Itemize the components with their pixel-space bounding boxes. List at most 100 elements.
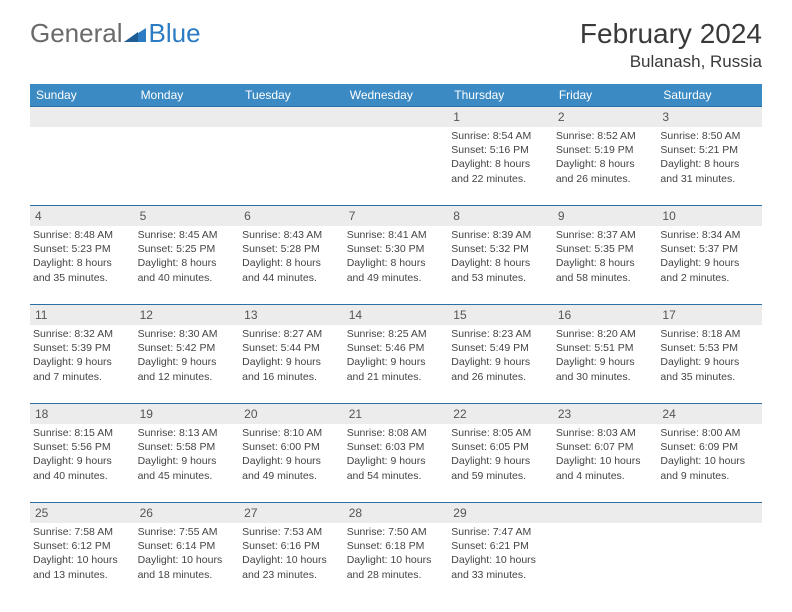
dow-saturday: Saturday [657,84,762,106]
day-info-line: and 35 minutes. [660,370,759,384]
day-info-line: Sunset: 5:25 PM [138,242,237,256]
day-info-line: Sunrise: 8:15 AM [33,426,132,440]
day-info-line: Sunrise: 8:03 AM [556,426,655,440]
day-info-line: Daylight: 9 hours [242,355,341,369]
day-info-line: and 53 minutes. [451,271,550,285]
day-info-line: Daylight: 8 hours [660,157,759,171]
day-number: 29 [448,503,553,523]
day-number: 22 [448,404,553,424]
day-info-line: and 18 minutes. [138,568,237,582]
day-info-line: Sunrise: 8:10 AM [242,426,341,440]
day-number-row: 123 [30,106,762,127]
day-info-line: Sunset: 5:51 PM [556,341,655,355]
day-info-line: Sunrise: 7:50 AM [347,525,446,539]
day-info-line: and 4 minutes. [556,469,655,483]
day-cell: Sunrise: 7:50 AMSunset: 6:18 PMDaylight:… [344,523,449,601]
day-info-line: Sunrise: 8:50 AM [660,129,759,143]
days-of-week-row: Sunday Monday Tuesday Wednesday Thursday… [30,84,762,106]
day-info-line: and 12 minutes. [138,370,237,384]
day-cell: Sunrise: 7:47 AMSunset: 6:21 PMDaylight:… [448,523,553,601]
logo-part1: General [30,18,123,49]
day-info-line: and 9 minutes. [660,469,759,483]
calendar-document: General Blue February 2024 Bulanash, Rus… [0,0,792,601]
day-number: 3 [657,107,762,127]
day-info-line: Sunset: 5:37 PM [660,242,759,256]
day-info-line: and 49 minutes. [347,271,446,285]
day-info-line: Daylight: 10 hours [660,454,759,468]
day-info-line: Daylight: 9 hours [451,454,550,468]
day-number: 20 [239,404,344,424]
day-info-line: and 13 minutes. [33,568,132,582]
day-info-line: Daylight: 9 hours [660,256,759,270]
day-info-line: Sunset: 6:03 PM [347,440,446,454]
day-info-line: Sunrise: 8:13 AM [138,426,237,440]
day-number: 6 [239,206,344,226]
day-info-line: and 30 minutes. [556,370,655,384]
day-number: 15 [448,305,553,325]
day-info-line: Sunset: 5:56 PM [33,440,132,454]
day-number: 12 [135,305,240,325]
logo: General Blue [30,18,201,49]
day-number: 23 [553,404,658,424]
week-row: Sunrise: 8:15 AMSunset: 5:56 PMDaylight:… [30,424,762,502]
day-info-line: Daylight: 8 hours [556,157,655,171]
day-cell: Sunrise: 8:15 AMSunset: 5:56 PMDaylight:… [30,424,135,502]
day-info-line: Sunrise: 8:41 AM [347,228,446,242]
day-info-line: Sunset: 6:14 PM [138,539,237,553]
month-title: February 2024 [580,18,762,50]
day-info-line: Daylight: 9 hours [33,355,132,369]
day-info-line: Sunrise: 8:00 AM [660,426,759,440]
day-cell: Sunrise: 8:39 AMSunset: 5:32 PMDaylight:… [448,226,553,304]
day-info-line: Daylight: 9 hours [242,454,341,468]
day-info-line: Sunset: 5:58 PM [138,440,237,454]
weeks-container: 123Sunrise: 8:54 AMSunset: 5:16 PMDaylig… [30,106,762,601]
day-number: 9 [553,206,658,226]
week-row: Sunrise: 8:48 AMSunset: 5:23 PMDaylight:… [30,226,762,304]
day-cell: Sunrise: 8:52 AMSunset: 5:19 PMDaylight:… [553,127,658,205]
day-info-line: Sunset: 5:16 PM [451,143,550,157]
triangle-icon [124,24,146,47]
header: General Blue February 2024 Bulanash, Rus… [30,18,762,72]
day-cell: Sunrise: 8:13 AMSunset: 5:58 PMDaylight:… [135,424,240,502]
day-info-line: Sunrise: 8:52 AM [556,129,655,143]
day-info-line: Sunrise: 8:23 AM [451,327,550,341]
day-info-line: Sunrise: 8:05 AM [451,426,550,440]
day-info-line: Sunset: 5:32 PM [451,242,550,256]
day-number: 13 [239,305,344,325]
day-info-line: and 23 minutes. [242,568,341,582]
day-info-line: Daylight: 9 hours [347,355,446,369]
day-cell: Sunrise: 8:54 AMSunset: 5:16 PMDaylight:… [448,127,553,205]
day-info-line: and 28 minutes. [347,568,446,582]
day-cell: Sunrise: 7:55 AMSunset: 6:14 PMDaylight:… [135,523,240,601]
day-number-row: 11121314151617 [30,304,762,325]
day-info-line: Daylight: 9 hours [556,355,655,369]
dow-wednesday: Wednesday [344,84,449,106]
day-info-line: and 49 minutes. [242,469,341,483]
day-number: 21 [344,404,449,424]
day-info-line: Daylight: 10 hours [33,553,132,567]
day-number: 16 [553,305,658,325]
day-info-line: Sunrise: 8:20 AM [556,327,655,341]
day-number: 4 [30,206,135,226]
day-info-line: Sunset: 5:53 PM [660,341,759,355]
day-info-line: Daylight: 8 hours [556,256,655,270]
day-info-line: Sunrise: 8:48 AM [33,228,132,242]
day-info-line: Sunset: 6:09 PM [660,440,759,454]
day-info-line: Sunrise: 7:58 AM [33,525,132,539]
day-cell: Sunrise: 8:18 AMSunset: 5:53 PMDaylight:… [657,325,762,403]
day-cell: Sunrise: 8:41 AMSunset: 5:30 PMDaylight:… [344,226,449,304]
day-info-line: and 2 minutes. [660,271,759,285]
day-number: 19 [135,404,240,424]
day-number-row: 18192021222324 [30,403,762,424]
day-cell: Sunrise: 8:48 AMSunset: 5:23 PMDaylight:… [30,226,135,304]
day-info-line: Daylight: 8 hours [347,256,446,270]
day-info-line: and 31 minutes. [660,172,759,186]
day-info-line: Daylight: 9 hours [33,454,132,468]
day-cell [30,127,135,205]
day-info-line: and 59 minutes. [451,469,550,483]
day-info-line: Sunrise: 7:55 AM [138,525,237,539]
day-number: 27 [239,503,344,523]
day-cell [657,523,762,601]
day-info-line: Sunrise: 8:39 AM [451,228,550,242]
day-number: 11 [30,305,135,325]
